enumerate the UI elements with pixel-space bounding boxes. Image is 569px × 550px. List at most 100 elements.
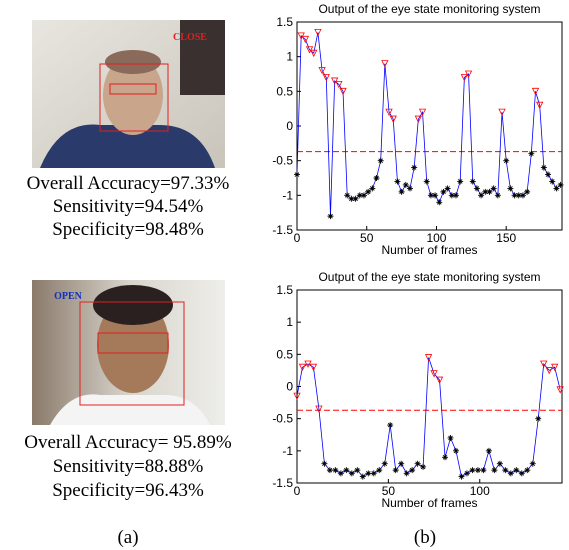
y-tick-label: 1.5	[276, 15, 293, 29]
marker-open	[322, 74, 330, 82]
marker-closed	[436, 199, 443, 206]
metric: Specificity=98.48%	[52, 219, 204, 240]
chart: Output of the eye state monitoring syste…	[272, 270, 564, 510]
marker-open	[385, 108, 393, 117]
y-tick-label: 0	[286, 380, 293, 394]
marker-closed	[496, 460, 503, 467]
x-tick-label: 150	[496, 231, 516, 245]
marker-closed	[549, 178, 556, 185]
y-tick-label: -0.5	[272, 412, 293, 426]
marker-open	[464, 70, 473, 78]
y-tick-label: -1.5	[272, 223, 293, 237]
marker-closed	[348, 195, 355, 202]
marker-closed	[442, 454, 449, 461]
y-tick-label: -1	[282, 444, 293, 458]
marker-open	[293, 392, 301, 401]
series-line	[296, 357, 561, 478]
marker-open	[418, 108, 427, 117]
metric: Sensitivity=94.54%	[53, 196, 204, 217]
marker-open	[309, 363, 318, 372]
marker-closed	[354, 467, 361, 474]
marker-closed	[507, 185, 514, 192]
marker-closed	[392, 467, 399, 474]
chart: Output of the eye state monitoring syste…	[272, 2, 564, 257]
marker-open	[304, 360, 312, 368]
marker-closed	[376, 467, 383, 474]
x-tick-label: 100	[470, 484, 490, 498]
marker-closed	[503, 157, 510, 164]
marker-closed	[518, 470, 525, 477]
marker-closed	[478, 192, 485, 199]
marker-closed	[414, 460, 421, 467]
status-label: CLOSE	[173, 32, 207, 43]
marker-closed	[490, 185, 497, 192]
marker-open	[540, 360, 548, 368]
marker-closed	[511, 192, 518, 199]
marker-closed	[365, 188, 372, 195]
marker-closed	[360, 192, 367, 199]
marker-closed	[513, 467, 520, 474]
marker-closed	[486, 188, 493, 195]
marker-closed	[294, 171, 300, 178]
marker-closed	[502, 467, 509, 474]
marker-closed	[453, 192, 459, 199]
marker-closed	[485, 447, 492, 454]
marker-closed	[377, 157, 384, 164]
marker-closed	[474, 467, 481, 474]
marker-open	[556, 386, 564, 394]
marker-closed	[507, 470, 514, 477]
marker-open	[460, 74, 469, 82]
marker-open	[310, 49, 318, 58]
x-tick-label: 50	[360, 231, 374, 245]
marker-open	[498, 108, 506, 117]
marker-open	[389, 115, 397, 123]
marker-open	[430, 370, 438, 378]
x-tick-label: 50	[382, 484, 396, 498]
plot-frame	[296, 289, 563, 484]
x-tick-label: 0	[294, 484, 301, 498]
marker-open	[331, 77, 339, 85]
y-tick-label: -1	[282, 188, 293, 202]
marker-closed	[432, 192, 439, 199]
marker-closed	[373, 175, 380, 181]
caption: (a)	[117, 527, 138, 548]
marker-open	[536, 101, 544, 110]
marker-closed	[427, 192, 434, 199]
x-tick-label: 0	[294, 231, 301, 245]
marker-closed	[448, 192, 455, 199]
marker-closed	[494, 192, 501, 199]
marker-closed	[365, 470, 372, 477]
marker-closed	[359, 473, 366, 480]
marker-closed	[444, 185, 451, 192]
marker-closed	[557, 181, 564, 188]
marker-closed	[348, 470, 355, 477]
marker-closed	[553, 185, 560, 192]
marker-closed	[458, 473, 465, 480]
caption: (b)	[414, 527, 436, 548]
marker-closed	[447, 434, 454, 441]
marker-closed	[482, 188, 489, 195]
marker-closed	[326, 467, 333, 474]
y-tick-label: 0.5	[276, 84, 293, 98]
marker-closed	[480, 467, 487, 474]
marker-closed	[344, 192, 351, 199]
marker-closed	[394, 178, 401, 185]
marker-closed	[387, 422, 394, 429]
y-tick-label: 1.5	[276, 283, 293, 297]
marker-closed	[524, 188, 531, 195]
marker-closed	[463, 470, 470, 477]
marker-open	[414, 115, 422, 123]
marker-closed	[337, 470, 344, 477]
marker-closed	[398, 460, 405, 467]
y-tick-label: 0.5	[276, 347, 293, 361]
marker-closed	[403, 470, 410, 477]
chart-title: Output of the eye state monitoring syste…	[318, 270, 540, 284]
marker-closed	[370, 470, 377, 477]
marker-open	[298, 363, 307, 372]
marker-closed	[440, 188, 447, 195]
y-tick-label: 1	[286, 50, 293, 64]
marker-closed	[515, 192, 522, 199]
marker-closed	[473, 185, 480, 192]
